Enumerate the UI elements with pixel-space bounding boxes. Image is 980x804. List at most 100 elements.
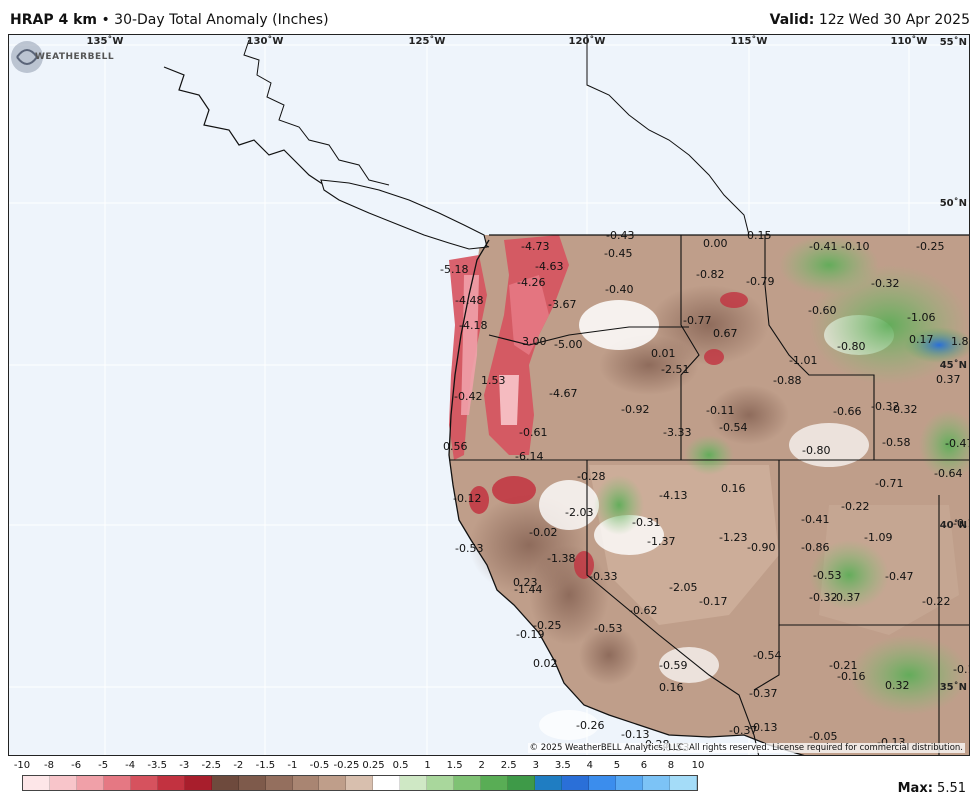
- map-canvas: 135˚W 130˚W 125˚W 120˚W 115˚W 110˚W 55˚N…: [9, 35, 970, 755]
- anomaly-value-label: -0.32: [871, 277, 899, 290]
- anomaly-value-label: -0.82: [696, 268, 724, 281]
- anomaly-value-label: -0.16: [953, 517, 970, 530]
- product-name: 30-Day Total Anomaly (Inches): [114, 12, 329, 28]
- state-borders: [449, 235, 969, 755]
- anomaly-value-label: -2.51: [661, 363, 689, 376]
- anomaly-value-label: -0.32: [871, 400, 899, 413]
- anomaly-value-label: -0.77: [683, 314, 711, 327]
- anomaly-value-label: -0.54: [719, 421, 747, 434]
- model-name: HRAP 4 km: [10, 12, 97, 28]
- legend-swatch: [157, 776, 185, 790]
- anomaly-value-label: -0.37: [832, 591, 860, 604]
- anomaly-value-label: -0.10: [841, 240, 869, 253]
- legend-tick-label: 0.25: [362, 760, 385, 771]
- legend-tick-label: 3.5: [554, 760, 571, 771]
- legend-swatch: [49, 776, 77, 790]
- legend-tick-label: 1.5: [446, 760, 463, 771]
- legend-tick-label: -6: [71, 760, 82, 771]
- anomaly-value-label: -5.00: [554, 338, 582, 351]
- anomaly-value-label: -0.22: [922, 595, 950, 608]
- anomaly-value-label: 0.23: [513, 576, 538, 589]
- valid-time: 12z Wed 30 Apr 2025: [818, 12, 970, 28]
- anomaly-value-label: 1.53: [481, 374, 506, 387]
- legend-tick-label: -3: [179, 760, 190, 771]
- legend-tick-label: -2: [233, 760, 244, 771]
- legend-swatch: [535, 776, 563, 790]
- legend-swatch: [400, 776, 428, 790]
- anomaly-value-label: -1.09: [864, 531, 892, 544]
- anomaly-value-label: -0.32: [889, 403, 917, 416]
- legend-tick-label: -0.5: [309, 760, 330, 771]
- anomaly-value-label: -4.13: [659, 489, 687, 502]
- anomaly-value-label: -0.66: [833, 405, 861, 418]
- legend-tick-label: -1.5: [255, 760, 276, 771]
- lat-label-45n: 45˚N: [940, 359, 967, 371]
- anomaly-value-label: -3.33: [663, 426, 691, 439]
- anomaly-value-label: -4.67: [549, 387, 577, 400]
- anomaly-value-label: -0.37: [749, 687, 777, 700]
- anomaly-value-label: -0.64: [934, 467, 962, 480]
- anomaly-value-label: 0.16: [659, 681, 684, 694]
- legend-tick-label: 5: [613, 760, 621, 771]
- legend-swatch: [427, 776, 455, 790]
- legend-tick-label: -10: [13, 760, 31, 771]
- anomaly-value-label: -1.23: [719, 531, 747, 544]
- lat-label-55n: 55˚N: [940, 36, 967, 48]
- anomaly-value-label: -0.45: [604, 247, 632, 260]
- title-separator: •: [101, 12, 110, 28]
- anomaly-value-label: -0.80: [802, 444, 830, 457]
- anomaly-value-label: -0.88: [773, 374, 801, 387]
- legend-swatch: [669, 776, 697, 790]
- legend-swatch: [642, 776, 670, 790]
- anomaly-value-label: -0.25: [916, 240, 944, 253]
- anomaly-value-label: -0.25: [533, 619, 561, 632]
- legend-swatch: [103, 776, 131, 790]
- anomaly-value-label: -0.16: [953, 663, 970, 676]
- longitude-labels: 135˚W 130˚W 125˚W 120˚W 115˚W 110˚W: [87, 35, 928, 47]
- legend-tick-label: -2.5: [201, 760, 222, 771]
- anomaly-value-label: -0.16: [837, 670, 865, 683]
- legend-swatch: [184, 776, 212, 790]
- legend-tick-label: 8: [667, 760, 675, 771]
- anomaly-value-label: -0.53: [455, 542, 483, 555]
- anomaly-value-label: -3.67: [548, 298, 576, 311]
- anomaly-value-label: -0.19: [516, 628, 544, 641]
- lat-label-50n: 50˚N: [940, 197, 967, 209]
- legend-tick-label: 10: [691, 760, 705, 771]
- legend-swatch: [615, 776, 643, 790]
- anomaly-value-label: 0.01: [651, 347, 676, 360]
- anomaly-value-label: -0.13: [621, 728, 649, 741]
- anomaly-value-label: -2.03: [565, 506, 593, 519]
- lon-label-115w: 115˚W: [731, 35, 768, 47]
- anomaly-value-label: -0.11: [706, 404, 734, 417]
- anomaly-value-label: -4.48: [455, 294, 483, 307]
- lon-label-135w: 135˚W: [87, 35, 124, 47]
- legend-tick-label: -1: [287, 760, 298, 771]
- legend-swatch: [373, 776, 401, 790]
- legend-swatch: [76, 776, 104, 790]
- anomaly-value-label: -0.53: [813, 569, 841, 582]
- legend-tick-labels: -10 -8 -6 -5 -4 -3.5 -3 -2.5 -2 -1.5 -1 -0.5 -0.25 0.…: [14, 760, 705, 774]
- map-title: HRAP 4 km • 30-Day Total Anomaly (Inches…: [10, 12, 329, 28]
- anomaly-value-label: -0.40: [605, 283, 633, 296]
- anomaly-value-label: 0.32: [885, 679, 910, 692]
- anomaly-value-label: 0.00: [703, 237, 728, 250]
- max-value: 5.51: [937, 781, 966, 796]
- anomaly-value-label: -0.41: [809, 240, 837, 253]
- legend-tick-label: -3.5: [147, 760, 167, 771]
- anomaly-value-label: -0.62: [629, 604, 657, 617]
- legend-swatch: [211, 776, 239, 790]
- anomaly-value-label: -4.73: [521, 240, 549, 253]
- anomaly-value-label: 0.67: [713, 327, 738, 340]
- legend-tick-label: 4: [586, 760, 594, 771]
- color-legend: -10 -8 -6 -5 -4 -3.5 -3 -2.5 -2 -1.5 -1 -0.5 -0.25 0.…: [14, 760, 705, 792]
- legend-tick-label: -8: [44, 760, 55, 771]
- anomaly-value-label: -0.05: [809, 730, 837, 743]
- legend-swatch: [589, 776, 616, 790]
- anomaly-value-label: -4.63: [535, 260, 563, 273]
- legend-tick-label: 1: [424, 760, 431, 771]
- anomaly-value-label: -0.92: [621, 403, 649, 416]
- legend-swatch: [508, 776, 536, 790]
- anomaly-value-label: -0.53: [594, 622, 622, 635]
- anomaly-value-label: -0.60: [808, 304, 836, 317]
